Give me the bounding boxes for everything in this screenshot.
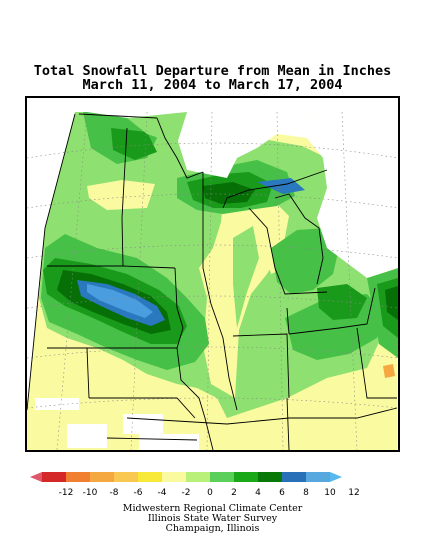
legend-tick-label: 12 [348, 488, 360, 498]
snowfall-map [25, 96, 400, 452]
legend-swatch [162, 472, 186, 482]
legend-tick-label: 4 [255, 488, 261, 498]
map-canvas [27, 98, 398, 450]
legend-swatch [282, 472, 306, 482]
legend-swatch [210, 472, 234, 482]
legend-swatch [114, 472, 138, 482]
legend-tick-label: -2 [181, 488, 191, 498]
legend-over-arrow [330, 472, 342, 482]
legend-swatch [42, 472, 66, 482]
legend-tick-label: 8 [303, 488, 309, 498]
map-title: Total Snowfall Departure from Mean in In… [33, 63, 392, 79]
legend-tick-label: 2 [231, 488, 237, 498]
legend-tick-label: -4 [157, 488, 167, 498]
legend-tick-label: 0 [207, 488, 213, 498]
color-legend [30, 472, 342, 482]
legend-swatch [234, 472, 258, 482]
legend-swatch [90, 472, 114, 482]
graticule [27, 111, 398, 450]
legend-tick-label: 6 [279, 488, 285, 498]
legend-tick-label: -12 [58, 488, 74, 498]
legend-swatch [186, 472, 210, 482]
legend-swatch [66, 472, 90, 482]
orange-spot [383, 364, 395, 378]
legend-tick-label: -8 [109, 488, 119, 498]
legend-tick-label: 10 [324, 488, 336, 498]
credit-line-3: Champaign, Illinois [165, 523, 260, 534]
map-subtitle-dates: March 11, 2004 to March 17, 2004 [82, 77, 343, 93]
state-boundaries [27, 113, 398, 450]
contour-12in [87, 284, 153, 318]
legend-swatch [138, 472, 162, 482]
credit-line-2: Illinois State Water Survey [147, 513, 278, 524]
legend-swatch [258, 472, 282, 482]
legend-tick-label: -6 [133, 488, 143, 498]
legend-under-arrow [30, 472, 42, 482]
legend-tick-label: -10 [82, 488, 98, 498]
credit-line-1: Midwestern Regional Climate Center [122, 503, 303, 514]
legend-swatch [306, 472, 330, 482]
